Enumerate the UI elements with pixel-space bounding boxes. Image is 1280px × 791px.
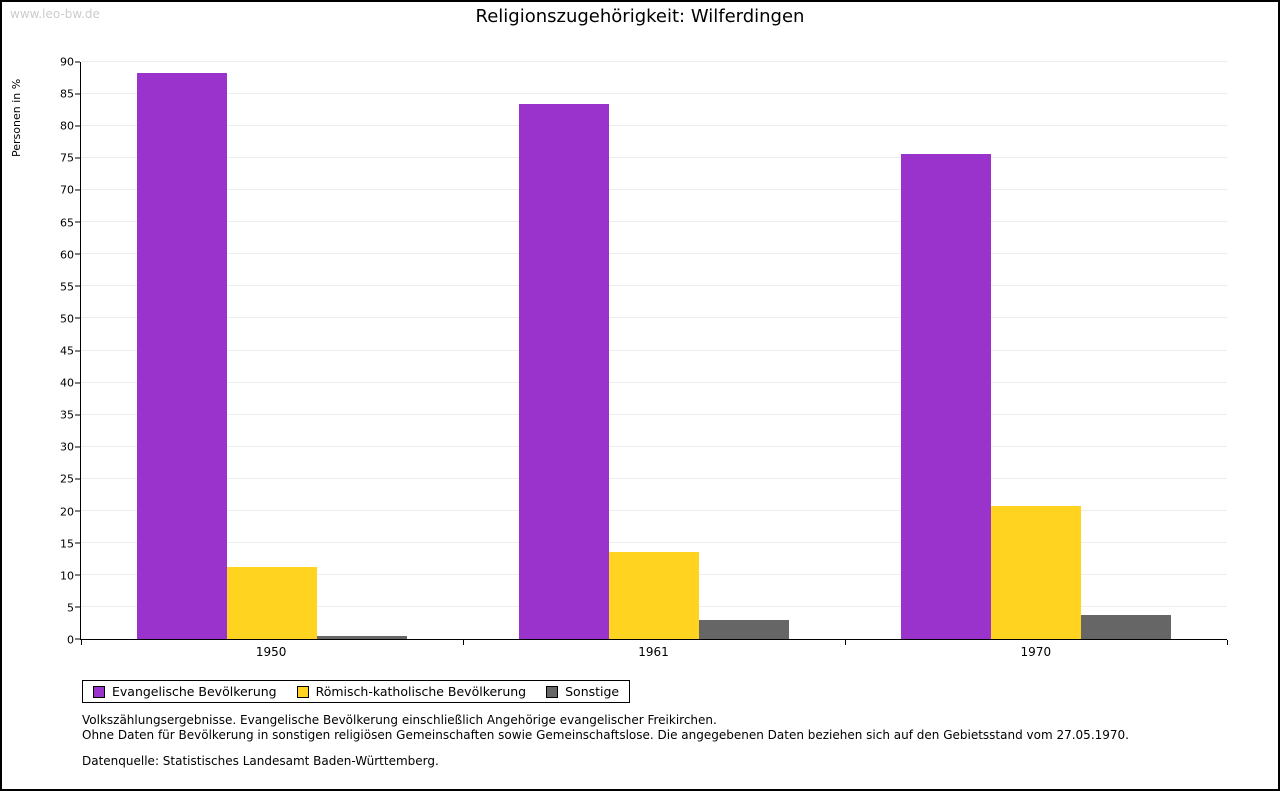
bar-group (845, 62, 1227, 639)
bar (226, 566, 317, 639)
y-tick-mark (75, 606, 80, 608)
gridline (81, 61, 1227, 62)
gridline (81, 349, 1227, 351)
y-tick-label: 45 (60, 344, 74, 358)
gridline (81, 381, 1227, 383)
y-tick-label: 20 (60, 505, 74, 519)
gridline (81, 189, 1227, 191)
y-tick-mark (75, 157, 80, 159)
y-tick-mark (75, 542, 80, 544)
bar (1080, 615, 1171, 639)
y-tick-mark (75, 317, 80, 319)
y-tick-label: 15 (60, 537, 74, 551)
gridline (81, 93, 1227, 95)
y-tick-mark (75, 61, 80, 63)
y-tick-mark (75, 350, 80, 351)
gridline (81, 157, 1227, 159)
y-tick-mark (75, 125, 80, 127)
x-category-label: 1950 (255, 645, 287, 659)
gridline (81, 541, 1227, 543)
y-tick-label: 65 (60, 216, 74, 230)
y-tick-label: 55 (60, 280, 74, 294)
plot-area (75, 61, 1228, 645)
bar (316, 636, 407, 639)
y-tick-mark (75, 253, 80, 255)
x-tick-mark (463, 640, 464, 645)
y-axis-label: Personen in % (10, 78, 23, 157)
x-axis-labels: 1950 1961 1970 (80, 645, 1227, 659)
legend-item: Sonstige (546, 684, 619, 699)
gridline (81, 445, 1227, 447)
gridline (81, 477, 1227, 479)
y-tick-mark (75, 446, 80, 448)
bar (518, 104, 609, 639)
legend-item: Evangelische Bevölkerung (93, 684, 277, 699)
y-tick-label: 75 (60, 151, 74, 165)
y-tick-mark (75, 189, 80, 191)
y-tick-mark (75, 638, 80, 640)
gridline (81, 285, 1227, 287)
y-tick-label: 80 (60, 119, 74, 133)
y-tick-mark (75, 510, 80, 512)
y-tick-label: 70 (60, 183, 74, 197)
legend-swatch (546, 685, 559, 698)
data-source-note: Datenquelle: Statistisches Landesamt Bad… (82, 754, 439, 768)
bar-group (81, 62, 463, 639)
y-tick-mark (75, 285, 80, 287)
bar (990, 506, 1081, 639)
legend-item: Römisch-katholische Bevölkerung (296, 684, 527, 699)
bar (900, 154, 991, 639)
y-tick-label: 10 (60, 569, 74, 583)
x-category-label: 1970 (1020, 645, 1052, 659)
y-tick-label: 30 (60, 440, 74, 454)
gridline (81, 413, 1227, 415)
y-axis: 0 5 10 15 20 25 30 35 40 45 50 55 60 65 70 75 80 85 90 (36, 57, 74, 646)
legend: Evangelische Bevölkerung Römisch-katholis… (82, 680, 631, 703)
legend-label: Römisch-katholische Bevölkerung (315, 684, 527, 699)
legend-swatch (296, 685, 309, 698)
x-tick-mark (81, 640, 82, 645)
y-tick-label: 50 (60, 312, 74, 326)
y-tick-label: 60 (60, 248, 74, 262)
legend-swatch (93, 685, 105, 698)
y-tick-label: 40 (60, 376, 74, 390)
y-tick-label: 90 (60, 55, 74, 69)
y-tick-mark (75, 574, 80, 576)
chart-title: Religionszugehörigkeit: Wilferdingen (475, 6, 805, 27)
legend-label: Sonstige (565, 684, 620, 699)
bar (698, 619, 789, 639)
site-watermark: www.leo-bw.de (10, 7, 100, 21)
gridline (81, 125, 1227, 127)
y-tick-mark (75, 93, 80, 95)
y-tick-mark (75, 382, 80, 384)
y-tick-mark (75, 221, 80, 223)
gridline (81, 317, 1227, 319)
y-tick-label: 25 (60, 472, 74, 486)
gridline (81, 253, 1227, 255)
gridline (81, 221, 1227, 223)
footnotes: Volkszählungsergebnisse. Evangelische Be… (82, 713, 1129, 769)
bar-group (463, 62, 845, 639)
gridline (81, 509, 1227, 511)
footnote-line: Ohne Daten für Bevölkerung in sonstigen … (82, 728, 1129, 742)
bar (608, 551, 699, 639)
y-tick-mark (75, 414, 80, 416)
y-tick-label: 0 (67, 633, 74, 647)
y-tick-mark (75, 478, 80, 480)
legend-label: Evangelische Bevölkerung (112, 684, 277, 699)
y-tick-label: 35 (60, 408, 74, 422)
bar (136, 72, 227, 639)
y-tick-label: 85 (60, 87, 74, 101)
x-tick-mark (845, 640, 846, 645)
x-category-label: 1961 (638, 645, 669, 659)
x-tick-mark (1227, 640, 1228, 645)
footnote-line: Volkszählungsergebnisse. Evangelische Be… (82, 713, 717, 727)
y-tick-label: 5 (67, 601, 74, 615)
